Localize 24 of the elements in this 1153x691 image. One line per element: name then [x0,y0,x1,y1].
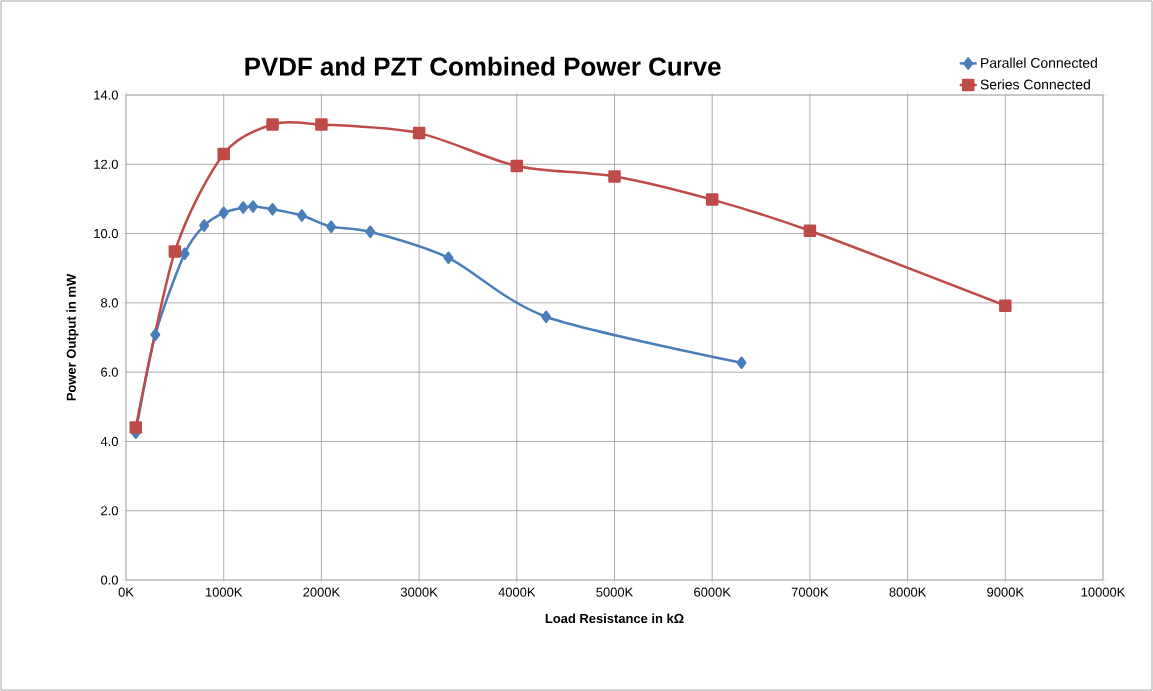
x-tick-label: 5000K [596,587,634,597]
x-axis-title: Load Resistance in kΩ [545,613,684,624]
y-axis-title: Power Output in mW [66,273,79,401]
y-tick-label: 6.0 [101,367,118,377]
x-tick-label: 7000K [791,587,829,597]
x-tick-label: 6000K [694,587,731,597]
y-tick-label: 8.0 [101,298,118,308]
x-tick-label: 9000K [987,587,1024,597]
x-tick-label: 3000K [400,587,438,597]
y-tick-label: 0.0 [100,575,118,585]
x-tick-label: 4000K [498,587,536,597]
legend-label: Series Connected [980,79,1090,90]
x-tick-label: 10000K [1081,587,1126,597]
x-tick-label: 0K [118,587,134,597]
chart-title: PVDF and PZT Combined Power Curve [245,56,721,76]
legend-label: Parallel Connected [981,57,1097,68]
x-tick-label: 8000K [889,587,927,597]
y-tick-label: 12.0 [94,159,118,169]
y-tick-label: 10.0 [94,228,118,239]
y-tick-label: 4.0 [100,436,118,447]
y-tick-label: 14.0 [94,90,118,100]
y-tick-label: 2.0 [101,506,118,516]
x-tick-label: 1000K [205,587,243,597]
x-tick-label: 2000K [303,587,340,597]
